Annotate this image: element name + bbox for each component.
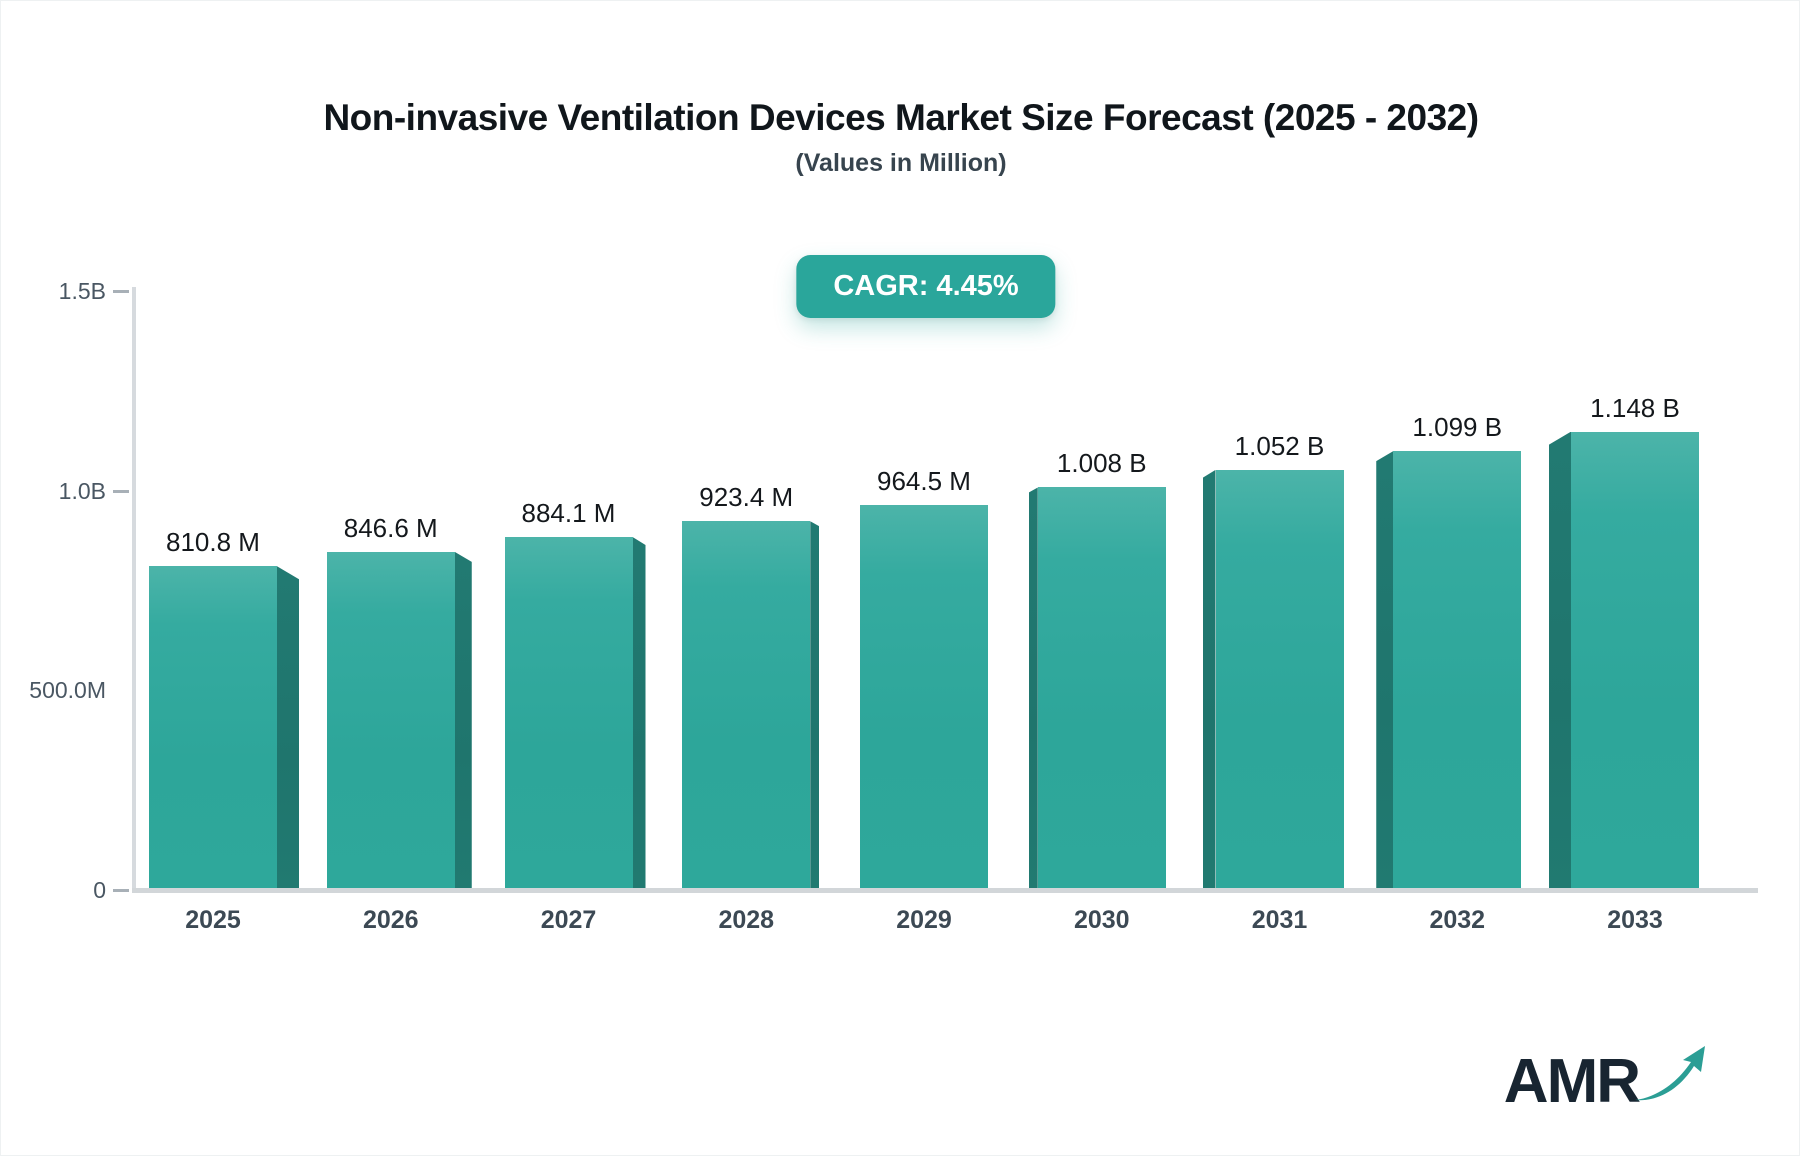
- bar-value-label: 1.099 B: [1412, 412, 1503, 443]
- bar-3d-side-2030: [1028, 487, 1038, 890]
- bar-2029[interactable]: [860, 504, 988, 890]
- x-tick-label: 2030: [1073, 906, 1130, 934]
- y-tick-label: 0: [93, 877, 106, 903]
- bar-2031[interactable]: [1215, 469, 1344, 890]
- y-tick-label: 1.5B: [58, 278, 106, 304]
- bar-value-label: 1.148 B: [1590, 392, 1680, 423]
- bar-value-label: 923.4 M: [699, 482, 794, 513]
- bar-2032[interactable]: [1393, 451, 1522, 890]
- bar-3d-side-2025: [277, 566, 299, 890]
- amr-logo-text: AMR: [1503, 1047, 1641, 1116]
- bar-value-label: 846.6 M: [343, 512, 438, 543]
- y-tick-label: 1.0B: [58, 477, 106, 504]
- x-tick-label: 2029: [896, 906, 952, 934]
- bar-2027[interactable]: [504, 536, 633, 890]
- bar-3d-side-2031: [1202, 469, 1216, 890]
- bar-3d-side-2026: [454, 551, 472, 890]
- bar-3d-side-2027: [632, 536, 646, 890]
- chart-subtitle: (Values in Million): [795, 149, 1007, 177]
- growth-arrow-icon: [1633, 1042, 1711, 1111]
- x-axis-line: [132, 888, 1758, 893]
- x-tick-label: 2025: [185, 906, 241, 934]
- bar-2026[interactable]: [326, 551, 455, 890]
- x-tick-label: 2031: [1251, 906, 1308, 934]
- y-tick-label: 500.0M: [29, 677, 106, 704]
- bar-value-label: 810.8 M: [166, 527, 260, 558]
- y-tick-dash: [113, 489, 129, 493]
- bar-2033[interactable]: [1571, 431, 1699, 890]
- x-tick-label: 2033: [1607, 906, 1663, 934]
- x-tick-label: 2026: [362, 906, 419, 934]
- bar-value-label: 1.008 B: [1056, 448, 1147, 479]
- bar-2025[interactable]: [149, 566, 277, 890]
- y-tick-dash: [113, 889, 129, 892]
- x-tick-label: 2032: [1429, 906, 1486, 934]
- cagr-badge: CAGR: 4.45%: [796, 255, 1056, 318]
- chart-title: Non-invasive Ventilation Devices Market …: [323, 97, 1479, 138]
- x-tick-label: 2028: [718, 906, 775, 934]
- x-tick-label: 2027: [540, 906, 597, 934]
- bar-3d-side-2032: [1376, 451, 1394, 890]
- bar-3d-side-2033: [1549, 431, 1571, 890]
- y-tick-dash: [113, 290, 129, 293]
- amr-logo: AMR: [1504, 1042, 1711, 1113]
- bar-2030[interactable]: [1037, 487, 1166, 890]
- bar-value-label: 1.052 B: [1234, 430, 1325, 461]
- bar-3d-side-2028: [810, 521, 820, 890]
- bar-value-label: 884.1 M: [521, 497, 616, 528]
- bar-2028[interactable]: [682, 521, 811, 890]
- bar-value-label: 964.5 M: [877, 465, 971, 496]
- y-axis-line: [132, 287, 136, 892]
